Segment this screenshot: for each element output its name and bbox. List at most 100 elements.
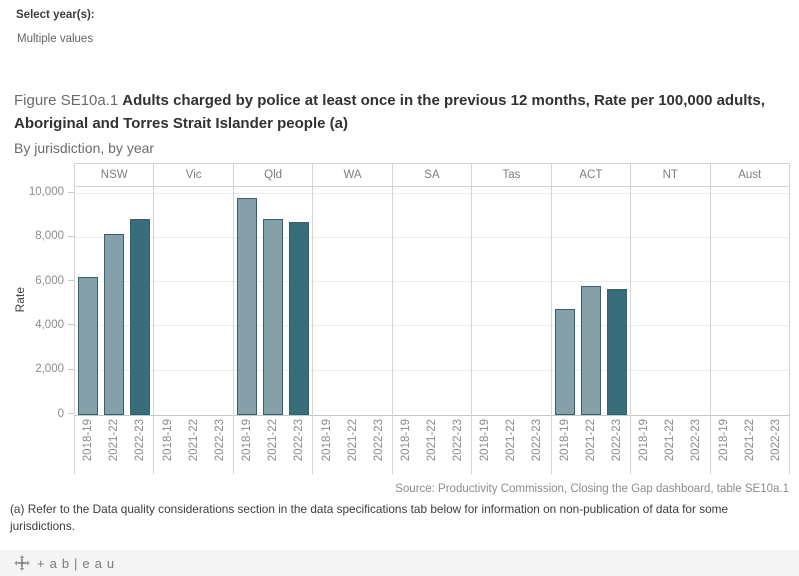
facet-panel-wa: WA 2018-19 2021-22 2022-23: [313, 163, 393, 474]
gridline: [710, 236, 789, 238]
y-tick-label: 8,000: [35, 230, 64, 243]
bar-group: [711, 187, 789, 415]
x-tick-slot: 2018-19: [158, 419, 178, 474]
bar-slot: [634, 187, 654, 415]
x-tick-label: 2022-23: [293, 419, 306, 462]
bar-group: [552, 187, 630, 415]
x-tick-label: 2021-22: [346, 419, 359, 462]
facet-panel-qld: Qld 2018-19 2021-22 2022-23: [233, 163, 314, 474]
gridline: [472, 369, 551, 371]
gridline: [313, 325, 392, 327]
x-axis-labels: 2018-19 2021-22 2022-23: [154, 416, 232, 474]
gridline: [154, 325, 233, 327]
bar-slot: [448, 187, 468, 415]
facet-header-vic: Vic: [154, 163, 233, 187]
facet-header-qld: Qld: [233, 163, 313, 187]
facet-header-sa: SA: [392, 163, 472, 187]
x-tick-slot: 2022-23: [686, 419, 706, 474]
x-axis-labels: 2018-19 2021-22 2022-23: [75, 416, 153, 474]
bar-slot: [317, 187, 337, 415]
x-tick-label: 2021-22: [664, 419, 677, 462]
bar-slot: [501, 187, 521, 415]
x-tick-slot: 2021-22: [184, 419, 204, 474]
x-tick-slot: 2021-22: [740, 419, 760, 474]
y-tick-mark: [68, 191, 74, 193]
x-tick-slot: 2022-23: [766, 419, 786, 474]
x-tick-slot: 2022-23: [448, 419, 468, 474]
y-axis: 0 2,000 4,000 6,000 8,000 10,000: [0, 186, 74, 420]
gridline: [392, 236, 472, 238]
y-tick-label: 4,000: [35, 318, 64, 331]
x-tick-slot: 2021-22: [343, 419, 363, 474]
bar-group: [313, 187, 391, 415]
gridline: [233, 192, 313, 194]
x-tick-slot: 2018-19: [714, 419, 734, 474]
x-tick-label: 2022-23: [690, 419, 703, 462]
gridline: [551, 192, 631, 194]
x-tick-label: 2022-23: [610, 419, 623, 462]
bar-act-2022-23[interactable]: [606, 288, 627, 415]
x-tick-slot: 2018-19: [555, 419, 575, 474]
x-tick-slot: 2021-22: [104, 419, 124, 474]
gridline: [313, 369, 392, 371]
bar-nsw-2021-22[interactable]: [104, 233, 125, 415]
facet-panel-nsw: NSW 2018-19 2021-22 2022-23: [74, 163, 155, 474]
gridline: [313, 281, 392, 283]
x-axis-labels: 2018-19 2021-22 2022-23: [393, 416, 471, 474]
x-tick-slot: 2018-19: [78, 419, 98, 474]
gridline: [392, 325, 472, 327]
x-tick-label: 2018-19: [399, 419, 412, 462]
facet-plot: [154, 187, 233, 416]
facet-panel-tas: Tas 2018-19 2021-22 2022-23: [472, 163, 552, 474]
bar-slot: [527, 187, 547, 415]
gridline: [392, 192, 472, 194]
figure-number: Figure SE10a.1: [14, 92, 119, 109]
bar-slot: [766, 187, 786, 415]
x-tick-slot: 2022-23: [130, 419, 150, 474]
bar-qld-2018-19[interactable]: [237, 198, 258, 415]
facet-panel-nt: NT 2018-19 2021-22 2022-23: [631, 163, 711, 474]
year-filter-dropdown[interactable]: Multiple values: [17, 33, 94, 45]
x-tick-slot: 2022-23: [210, 419, 230, 474]
facet-header-act: ACT: [551, 163, 631, 187]
gridline: [710, 192, 789, 194]
gridline: [551, 236, 631, 238]
x-tick-label: 2018-19: [638, 419, 651, 462]
bar-act-2021-22[interactable]: [580, 285, 601, 415]
gridline: [313, 192, 392, 194]
bar-slot: [343, 187, 363, 415]
bar-slot: [606, 187, 627, 415]
gridline: [154, 281, 233, 283]
bar-nsw-2022-23[interactable]: [130, 219, 151, 415]
x-tick-label: 2018-19: [479, 419, 492, 462]
x-tick-label: 2022-23: [531, 419, 544, 462]
y-tick-mark: [68, 368, 74, 370]
bar-slot: [210, 187, 230, 415]
x-tick-label: 2021-22: [743, 419, 756, 462]
bar-slot: [369, 187, 389, 415]
x-tick-label: 2021-22: [187, 419, 200, 462]
gridline: [631, 325, 710, 327]
x-tick-slot: 2022-23: [289, 419, 309, 474]
bar-qld-2022-23[interactable]: [289, 222, 310, 415]
x-tick-label: 2021-22: [425, 419, 438, 462]
chart-subtitle: By jurisdiction, by year: [14, 140, 155, 156]
gridline: [710, 281, 789, 283]
x-tick-label: 2022-23: [134, 419, 147, 462]
bar-group: [393, 187, 471, 415]
y-tick-label: 6,000: [35, 274, 64, 287]
bar-group: [234, 187, 312, 415]
x-tick-slot: 2018-19: [237, 419, 257, 474]
facet-header-nt: NT: [631, 163, 710, 187]
gridline: [631, 281, 710, 283]
x-tick-slot: 2021-22: [660, 419, 680, 474]
bar-slot: [78, 187, 99, 415]
x-tick-label: 2021-22: [267, 419, 280, 462]
x-tick-label: 2021-22: [584, 419, 597, 462]
bar-qld-2021-22[interactable]: [263, 219, 284, 415]
bar-act-2018-19[interactable]: [554, 308, 575, 415]
facet-plot: [313, 187, 392, 416]
tableau-toolbar: +ab|eau: [0, 550, 799, 576]
bar-nsw-2018-19[interactable]: [78, 276, 99, 415]
facet-panels: NSW 2018-19 2021-22 2022-23 Vic 2018-19 2021-2…: [74, 163, 790, 474]
